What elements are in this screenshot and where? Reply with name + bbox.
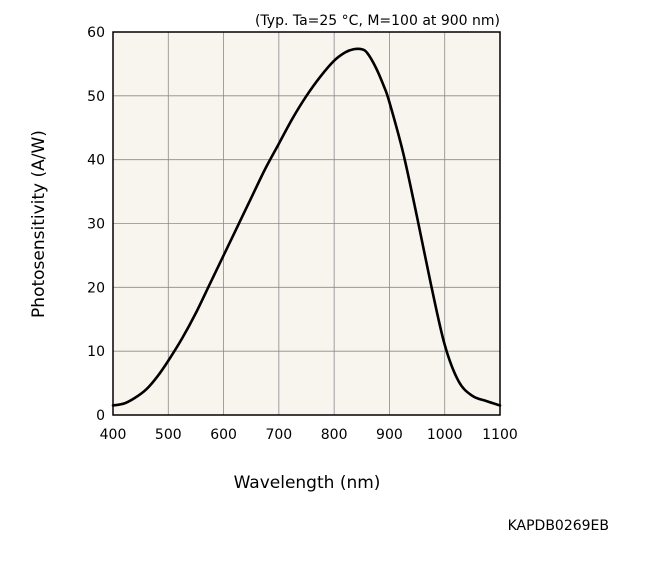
x-tick-label: 1100 — [482, 427, 518, 443]
plot-frame — [112, 31, 501, 416]
x-tick-label: 800 — [321, 427, 348, 443]
x-tick-label: 600 — [210, 427, 237, 443]
y-axis-label: Photosensitivity (A/W) — [29, 130, 49, 318]
x-tick-label: 900 — [376, 427, 403, 443]
x-axis-label: Wavelength (nm) — [234, 473, 381, 493]
y-tick-label: 0 — [96, 408, 105, 424]
y-tick-label: 20 — [87, 280, 105, 296]
conditions-annotation: (Typ. Ta=25 °C, M=100 at 900 nm) — [255, 13, 500, 29]
y-tick-label: 10 — [87, 344, 105, 360]
y-tick-labels: 0 10 20 30 40 50 60 — [87, 25, 105, 424]
y-tick-label: 60 — [87, 25, 105, 41]
y-tick-label: 40 — [87, 153, 105, 169]
x-tick-label: 1000 — [427, 427, 463, 443]
y-tick-label: 30 — [87, 217, 105, 233]
y-tick-label: 50 — [87, 89, 105, 105]
figure-code: KAPDB0269EB — [508, 518, 609, 534]
x-tick-label: 400 — [100, 427, 127, 443]
series-layer — [111, 47, 502, 407]
x-tick-labels: 400 500 600 700 800 900 1000 1100 — [100, 427, 518, 443]
series-line — [111, 47, 502, 407]
x-tick-label: 700 — [265, 427, 292, 443]
x-tick-label: 500 — [155, 427, 182, 443]
